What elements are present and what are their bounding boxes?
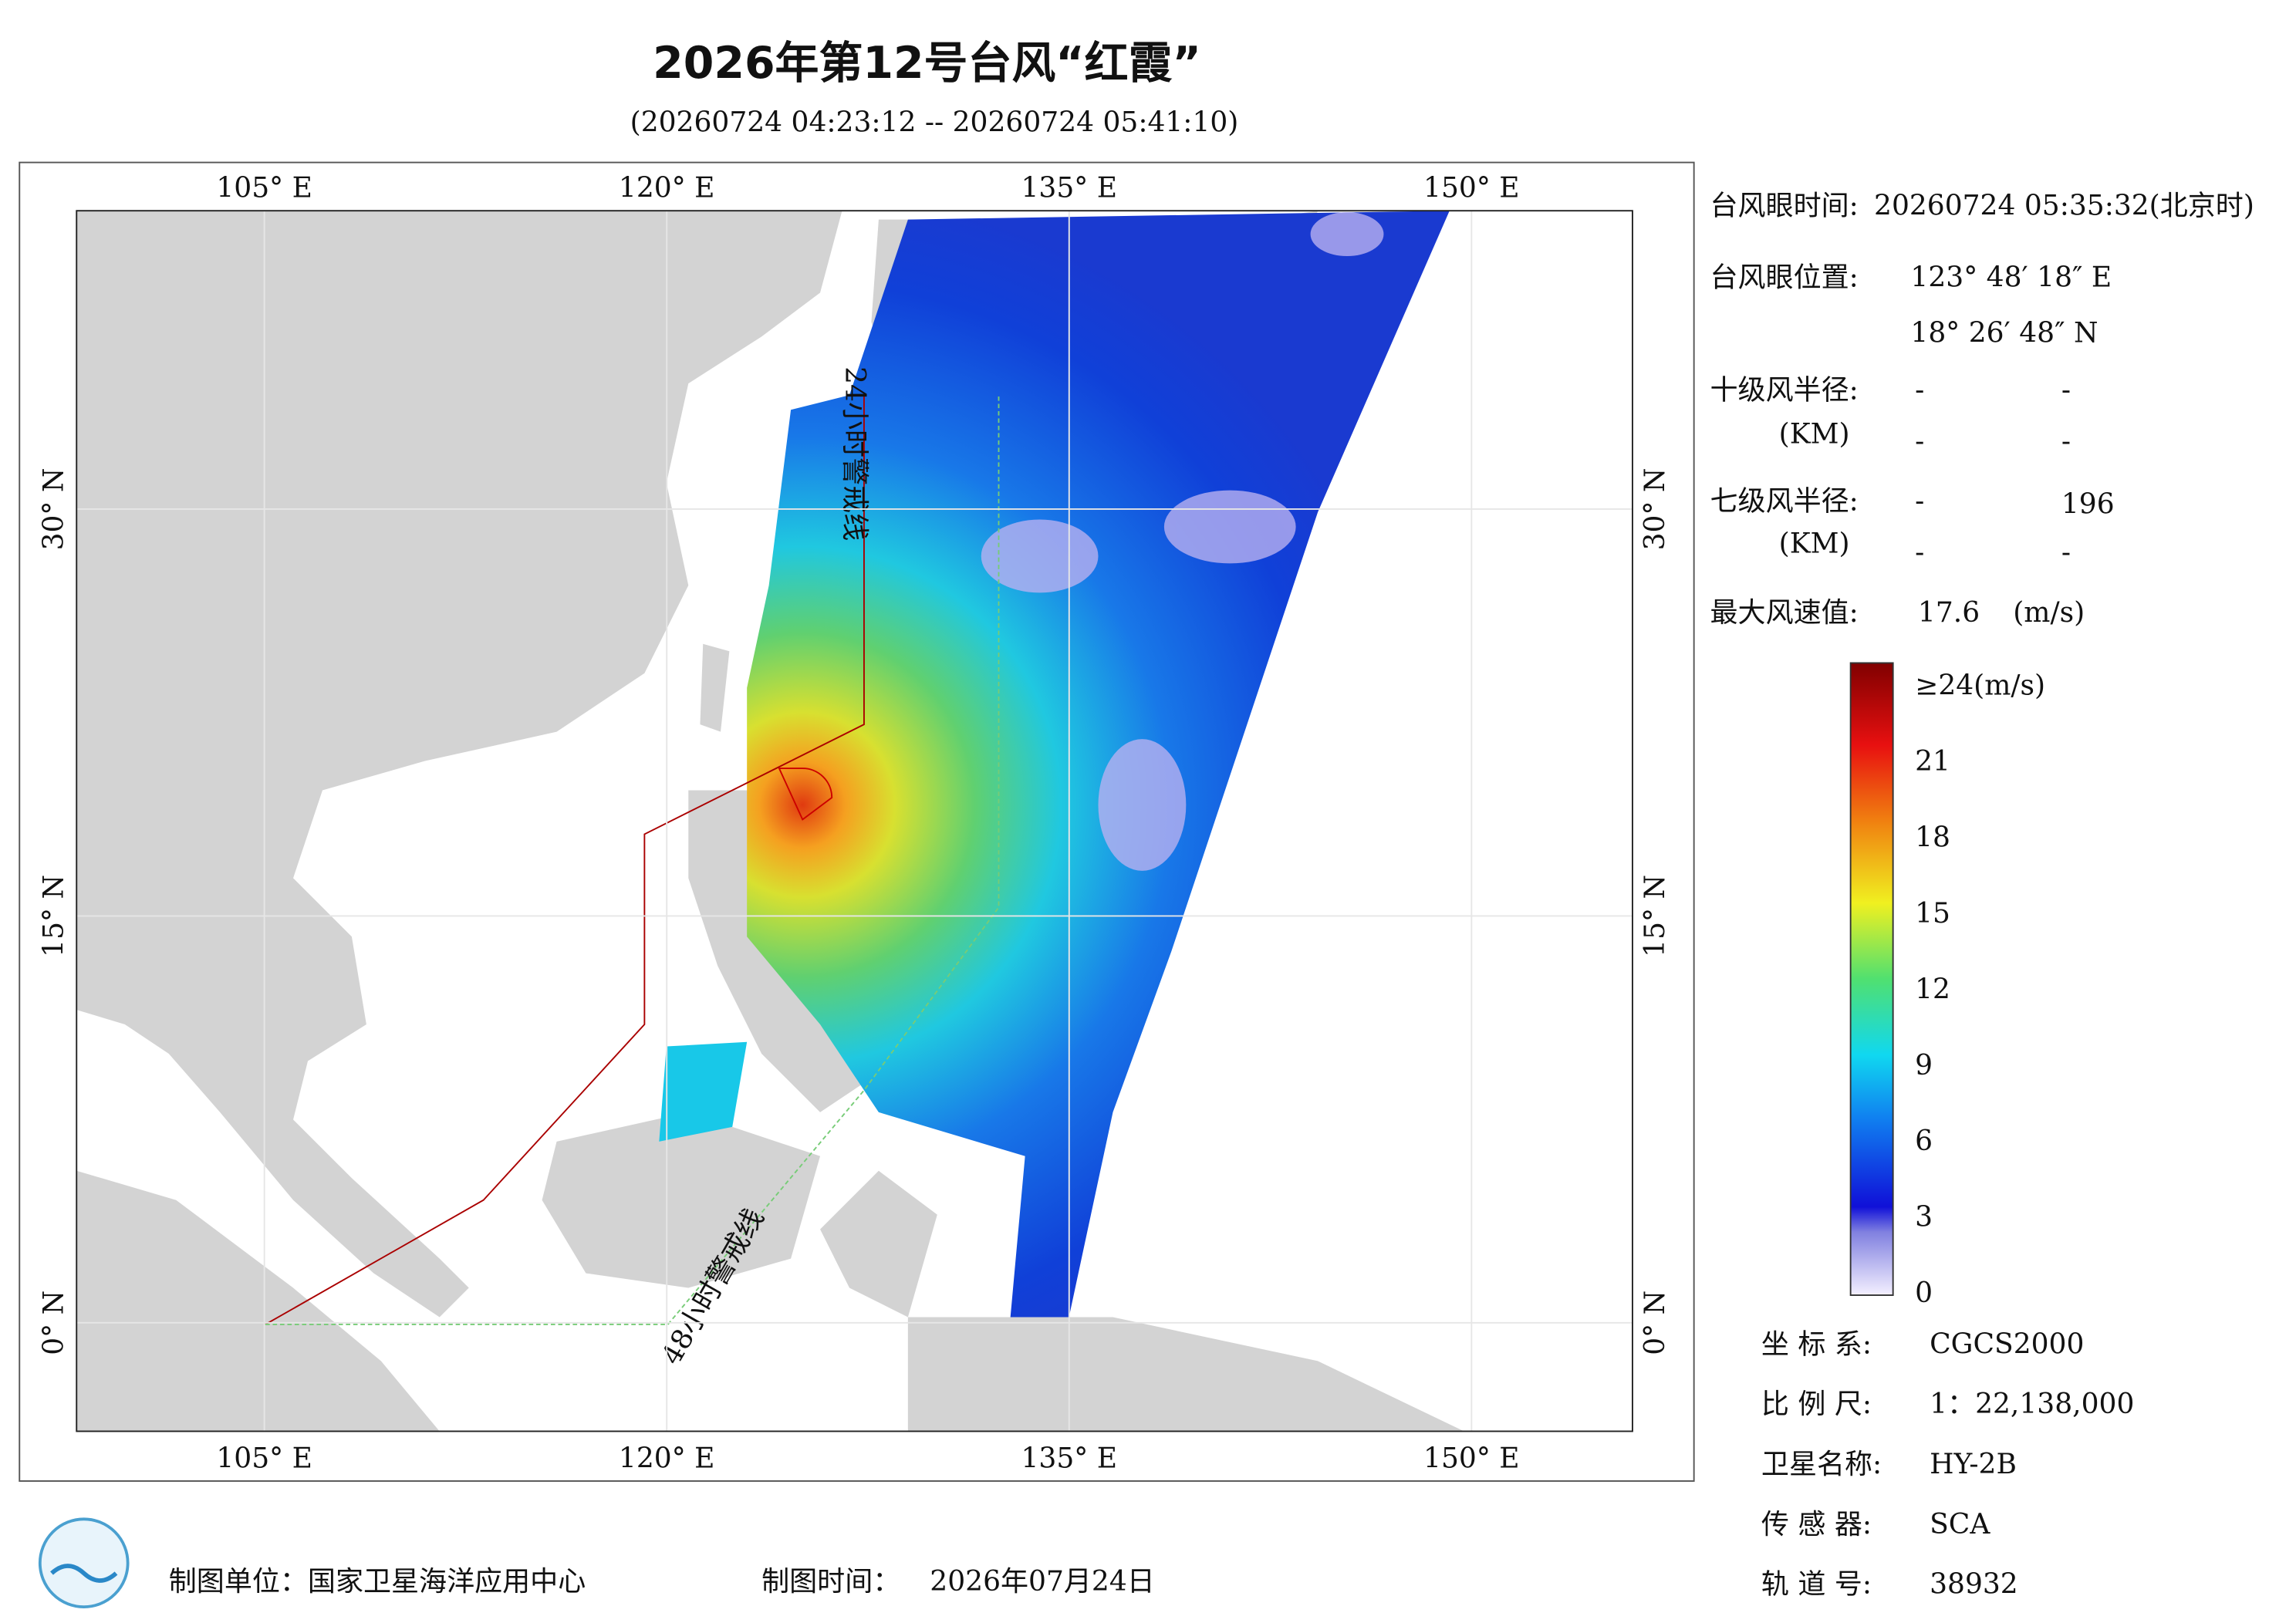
r7-unit: (KM) bbox=[1779, 528, 1850, 560]
meta-value: HY-2B bbox=[1930, 1449, 2017, 1480]
r7-label: 七级风半径: bbox=[1710, 486, 1859, 518]
r10-value: - bbox=[1915, 426, 1924, 457]
colorbar-label: 3 bbox=[1915, 1202, 1933, 1233]
x-tick-label: 105° E bbox=[216, 1442, 312, 1474]
meta-value: 1：22,138,000 bbox=[1930, 1388, 2134, 1420]
x-tick-label: 120° E bbox=[619, 1442, 715, 1474]
footer-unit: 制图单位：国家卫星海洋应用中心 bbox=[169, 1566, 586, 1598]
warning-line-48h bbox=[265, 395, 1000, 1325]
warning-line-24h bbox=[265, 395, 865, 1325]
r10-value: - bbox=[2061, 374, 2071, 406]
y-tick-label: 15° N bbox=[1639, 875, 1671, 957]
colorbar-labels: 0 3 6 9 12 15 18 21 ≥24(m/s) bbox=[1915, 670, 2045, 1309]
colorbar-label: 6 bbox=[1915, 1125, 1933, 1157]
logo bbox=[38, 1517, 130, 1609]
typhoon-info: 台风眼时间: 20260724 05:35:32(北京时) 台风眼位置: 123… bbox=[1710, 190, 2254, 628]
x-tick-label: 150° E bbox=[1423, 173, 1520, 204]
r10-value: - bbox=[2061, 426, 2071, 457]
meta-label: 卫星名称: bbox=[1761, 1449, 1882, 1480]
r10-unit: (KM) bbox=[1779, 418, 1850, 450]
meta-label: 传 感 器: bbox=[1761, 1509, 1872, 1540]
colorbar-label: 0 bbox=[1915, 1277, 1933, 1309]
meta-value: SCA bbox=[1930, 1509, 1990, 1540]
axis-labels: 105° E 105° E 120° E 120° E 135° E 135° E 150°… bbox=[39, 173, 1672, 1475]
max-wind: 17.6 bbox=[1918, 597, 1980, 629]
map-panel bbox=[19, 161, 1695, 1482]
wind-swath bbox=[659, 1041, 748, 1142]
x-tick-label: 120° E bbox=[619, 173, 715, 204]
meta-label: 轨 道 号: bbox=[1761, 1569, 1872, 1601]
meta-value: 38932 bbox=[1930, 1569, 2018, 1601]
graticule bbox=[76, 211, 1633, 1432]
x-tick-label: 135° E bbox=[1021, 173, 1118, 204]
colorbar-label: 9 bbox=[1915, 1050, 1933, 1081]
subtitle: (20260724 04:23:12 -- 20260724 05:41:10) bbox=[630, 106, 1239, 138]
map-frame bbox=[76, 210, 1633, 1432]
y-tick-label: 30° N bbox=[39, 468, 70, 551]
max-wind-unit: (m/s) bbox=[2013, 597, 2085, 629]
footer-time-label: 制图时间： bbox=[761, 1566, 900, 1598]
colorbar-label: 15 bbox=[1915, 898, 1950, 930]
y-tick-label: 0° N bbox=[1639, 1291, 1671, 1355]
map-area: 24小时警戒线 48小时警戒线 bbox=[76, 211, 1633, 1432]
eye-time-label: 台风眼时间: bbox=[1710, 190, 1859, 221]
eye-time: 20260724 05:35:32(北京时) bbox=[1874, 190, 2254, 221]
x-tick-label: 150° E bbox=[1423, 1442, 1520, 1474]
wind-radius-sector bbox=[778, 768, 833, 821]
eye-lon: 123° 48′ 18″ E bbox=[1910, 262, 2112, 293]
y-tick-label: 15° N bbox=[39, 875, 70, 957]
meta-value: CGCS2000 bbox=[1930, 1328, 2084, 1360]
meta-label: 坐 标 系: bbox=[1761, 1328, 1872, 1360]
r7-value: 196 bbox=[2061, 488, 2115, 520]
wind-swath bbox=[747, 211, 1450, 1318]
map-metadata: 坐 标 系: CGCS2000 比 例 尺: 1：22,138,000 卫星名称: HY-… bbox=[1761, 1328, 2134, 1600]
logo-wave bbox=[50, 1564, 118, 1583]
x-tick-label: 135° E bbox=[1021, 1442, 1118, 1474]
colorbar-label: 21 bbox=[1915, 746, 1950, 778]
colorbar bbox=[1849, 662, 1894, 1296]
title: 2026年第12号台风“红霞” bbox=[653, 38, 1201, 89]
r10-value: - bbox=[1915, 374, 1924, 406]
max-wind-label: 最大风速值: bbox=[1710, 597, 1859, 629]
r10-label: 十级风半径: bbox=[1710, 374, 1859, 406]
meta-label: 比 例 尺: bbox=[1761, 1388, 1872, 1420]
footer-time: 2026年07月24日 bbox=[930, 1566, 1155, 1598]
x-tick-label: 105° E bbox=[216, 173, 312, 204]
land bbox=[76, 211, 1464, 1432]
eye-lat: 18° 26′ 48″ N bbox=[1910, 317, 2098, 349]
r7-value: - bbox=[2061, 537, 2071, 569]
colorbar-label: 12 bbox=[1915, 973, 1950, 1005]
footer: 制图单位：国家卫星海洋应用中心 制图时间： 2026年07月24日 bbox=[38, 1517, 1155, 1609]
warning-label-24h: 24小时警戒线 bbox=[839, 366, 870, 541]
y-tick-label: 0° N bbox=[39, 1291, 70, 1355]
colorbar-label: 18 bbox=[1915, 822, 1950, 854]
r7-value: - bbox=[1915, 486, 1924, 518]
eye-position-label: 台风眼位置: bbox=[1710, 262, 1859, 293]
y-tick-label: 30° N bbox=[1639, 468, 1671, 551]
r7-value: - bbox=[1915, 537, 1924, 569]
colorbar-label: ≥24(m/s) bbox=[1915, 670, 2045, 702]
